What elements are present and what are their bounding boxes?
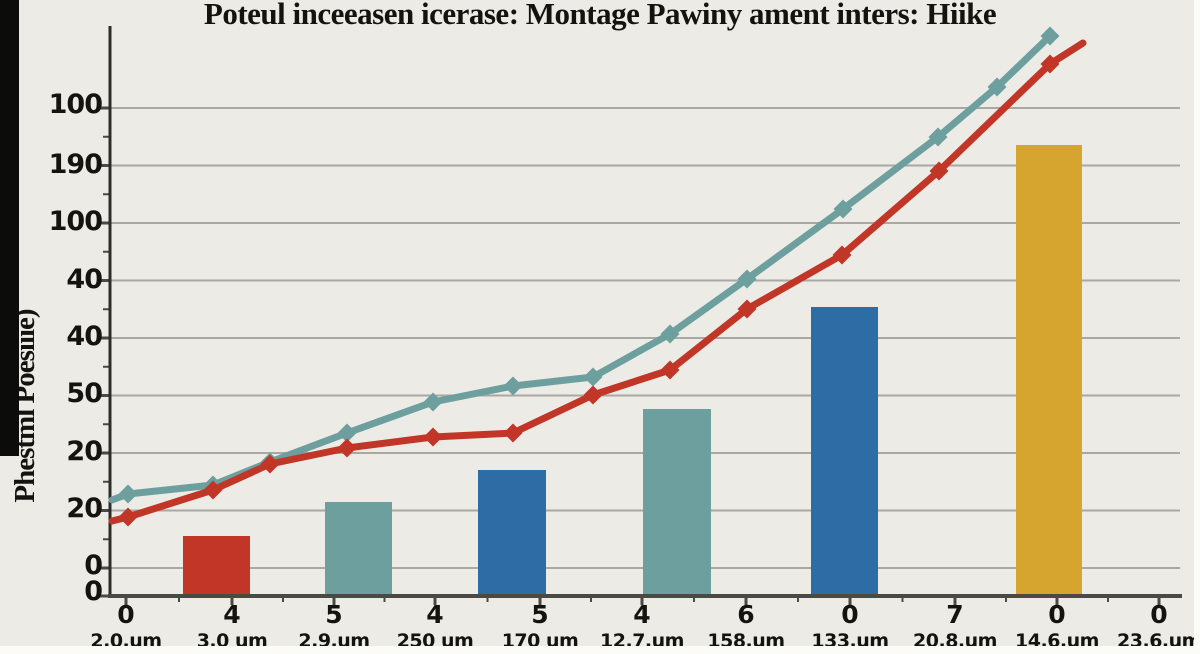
- x-tick-unit: 3.0 um: [196, 630, 268, 652]
- red-line-marker: [203, 480, 223, 500]
- x-tick-number: 0: [1048, 600, 1066, 629]
- y-tick-label: 40: [66, 264, 103, 295]
- x-tick-unit: 2.0.um: [90, 630, 162, 652]
- x-tick-number: 5: [531, 600, 549, 629]
- y-tick-label: 20: [66, 436, 103, 467]
- x-tick-number: 6: [737, 600, 755, 629]
- teal-line-marker: [928, 127, 948, 147]
- y-tick-label: 100: [48, 89, 103, 120]
- right-white-strip: [1194, 0, 1200, 654]
- teal-line-marker: [660, 324, 680, 344]
- x-tick-unit: 158.um: [707, 630, 785, 652]
- red-line: [108, 39, 1087, 525]
- teal-line-marker: [423, 392, 443, 412]
- red-line-marker: [503, 423, 523, 443]
- teal-bar: [325, 502, 392, 595]
- teal-line-marker: [583, 367, 603, 387]
- x-tick-unit: 14.6.um: [1015, 630, 1099, 652]
- y-tick-label: 0: [84, 550, 103, 581]
- x-tick-number: 0: [117, 600, 135, 629]
- blue-bar: [811, 307, 878, 595]
- red-line-marker: [118, 507, 138, 527]
- teal-line-marker: [118, 484, 138, 504]
- teal-line-marker: [737, 269, 757, 289]
- y-tick-label: 40: [66, 321, 103, 352]
- bar-series: [183, 145, 1082, 595]
- x-tick-unit: 2.9.um: [298, 630, 370, 652]
- x-tick-number: 4: [223, 600, 241, 629]
- bottom-white-strip: [0, 646, 1200, 654]
- x-tick-unit: 133.um: [811, 630, 889, 652]
- x-tick-unit: 20.8.um: [913, 630, 997, 652]
- x-tick-number: 7: [946, 600, 964, 629]
- y-tick-label: 190: [48, 149, 103, 180]
- red-line-marker: [832, 245, 852, 265]
- line-series: [108, 26, 1087, 527]
- x-tick-number: 0: [1150, 600, 1168, 629]
- red-line-marker: [929, 161, 949, 181]
- y-tick-label: 0: [84, 576, 103, 607]
- x-tick-number: 4: [426, 600, 444, 629]
- teal-line-marker: [833, 199, 853, 219]
- red-line-marker: [660, 360, 680, 380]
- left-black-strip: [0, 0, 19, 456]
- red-line-marker: [737, 299, 757, 319]
- y-tick-label: 20: [66, 493, 103, 524]
- red-bar: [183, 536, 250, 595]
- x-tick-number: 4: [633, 600, 651, 629]
- teal-line-marker: [1040, 26, 1060, 46]
- chart-title: Poteul inceeasen icerase: Montage Pawiny…: [203, 0, 997, 31]
- red-line-marker: [337, 438, 357, 458]
- teal-line-marker: [987, 77, 1007, 97]
- red-line-marker: [1040, 54, 1060, 74]
- y-tick-label: 50: [66, 378, 103, 409]
- x-tick-unit: 23.6.um: [1117, 630, 1200, 652]
- y-tick-label: 100: [48, 206, 103, 237]
- x-tick-number: 5: [325, 600, 343, 629]
- gold-bar: [1016, 145, 1082, 595]
- teal-bar: [643, 409, 711, 595]
- teal-line: [108, 32, 1054, 504]
- red-line-marker: [423, 427, 443, 447]
- teal-line-marker: [503, 376, 523, 396]
- x-tick-number: 0: [841, 600, 859, 629]
- x-tick-unit: 12.7.um: [600, 630, 684, 652]
- teal-line-marker: [337, 423, 357, 443]
- x-tick-unit: 250 um: [396, 630, 474, 652]
- red-line-marker: [260, 454, 280, 474]
- x-tick-unit: 170 um: [501, 630, 579, 652]
- blue-bar: [478, 470, 546, 595]
- red-line-marker: [583, 385, 603, 405]
